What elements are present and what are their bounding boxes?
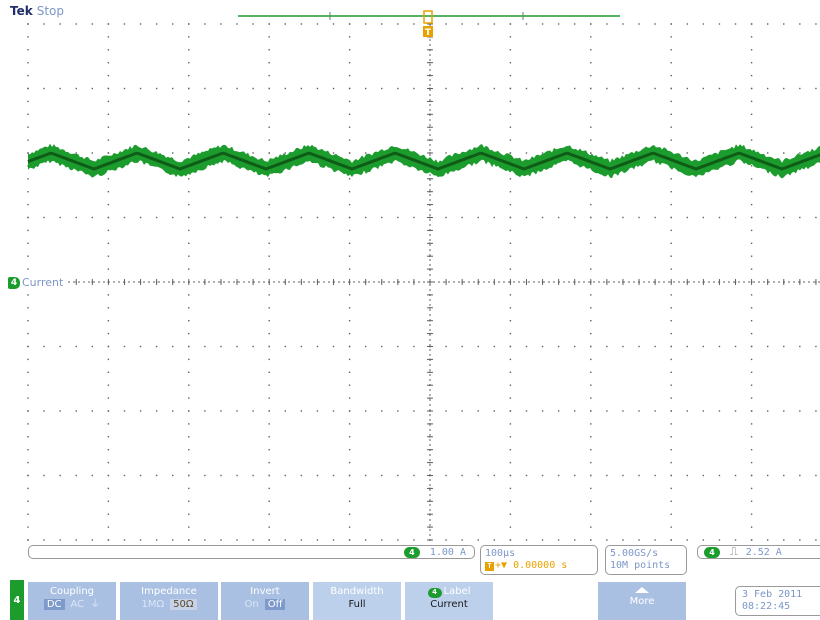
- acquisition-readout[interactable]: 5.00GS/s 10M points: [605, 545, 687, 575]
- impedance-1m-option[interactable]: 1MΩ: [141, 599, 165, 610]
- tek-logo: Tek: [10, 4, 33, 18]
- trigger-badge-icon: T: [485, 562, 494, 571]
- label-value: Current: [430, 599, 468, 610]
- trigger-readout[interactable]: 4 ⎍ 2.52 A: [697, 545, 820, 559]
- graticule: [27, 23, 820, 541]
- label-button[interactable]: 4 Label Current: [405, 582, 493, 620]
- coupling-dc-option[interactable]: DC: [43, 599, 65, 610]
- label-title-row: 4 Label: [405, 585, 493, 598]
- vertical-scale: 1.00 A: [429, 546, 466, 558]
- coupling-title: Coupling: [49, 586, 95, 597]
- channel-chip: 4: [403, 546, 420, 558]
- bandwidth-value: Full: [348, 599, 366, 610]
- trigger-position-readout: T +▼ 0.00000 s: [485, 560, 593, 572]
- up-arrow-icon: [635, 587, 649, 593]
- title-bar: Tek Stop: [10, 4, 64, 18]
- bandwidth-button[interactable]: Bandwidth Full: [313, 582, 401, 620]
- label-channel-chip: 4: [427, 587, 442, 598]
- bandwidth-title: Bandwidth: [330, 586, 384, 597]
- impedance-button[interactable]: Impedance 1MΩ 50Ω: [120, 582, 218, 620]
- invert-off-option[interactable]: Off: [264, 599, 286, 610]
- more-button[interactable]: More: [598, 582, 686, 620]
- invert-title: Invert: [250, 586, 280, 597]
- horizontal-position: 0.00000 s: [513, 560, 568, 571]
- trigger-level: 2.52 A: [745, 546, 782, 558]
- channel-4-ground-marker[interactable]: 4 Current: [8, 276, 67, 289]
- invert-button[interactable]: Invert On Off: [221, 582, 309, 620]
- time-per-division: 100µs: [485, 548, 516, 559]
- trigger-position-marker[interactable]: T: [423, 26, 433, 38]
- ground-icon[interactable]: ⏚: [90, 599, 101, 610]
- coupling-button[interactable]: Coupling DC AC ⏚: [28, 582, 116, 620]
- channel-menu-tab[interactable]: 4: [10, 580, 24, 620]
- time: 08:22:45: [742, 601, 791, 612]
- sample-rate: 5.00GS/s: [610, 548, 659, 559]
- channel-4-badge: 4: [8, 276, 20, 289]
- impedance-title: Impedance: [141, 586, 197, 597]
- more-title: More: [629, 596, 655, 607]
- date-time-readout: 3 Feb 2011 08:22:45: [735, 586, 820, 616]
- label-title: Label: [443, 586, 471, 597]
- horizontal-readout[interactable]: 100µs T +▼ 0.00000 s: [480, 545, 598, 575]
- channel-4-trace: [27, 143, 820, 179]
- record-view-bar: [238, 10, 620, 24]
- date: 3 Feb 2011: [742, 589, 803, 600]
- acquisition-status: Stop: [36, 4, 64, 18]
- trigger-channel-chip: 4: [704, 546, 720, 558]
- impedance-50-option[interactable]: 50Ω: [170, 599, 197, 610]
- rising-edge-icon: ⎍: [730, 545, 738, 558]
- coupling-ac-option[interactable]: AC: [70, 599, 85, 610]
- invert-on-option[interactable]: On: [244, 599, 259, 610]
- vertical-scale-readout[interactable]: 4 1.00 A: [28, 545, 475, 559]
- record-length: 10M points: [610, 560, 671, 571]
- position-arrows: +▼: [495, 560, 508, 571]
- trigger-marker-symbol: T: [425, 28, 432, 38]
- channel-4-label: Current: [22, 276, 64, 289]
